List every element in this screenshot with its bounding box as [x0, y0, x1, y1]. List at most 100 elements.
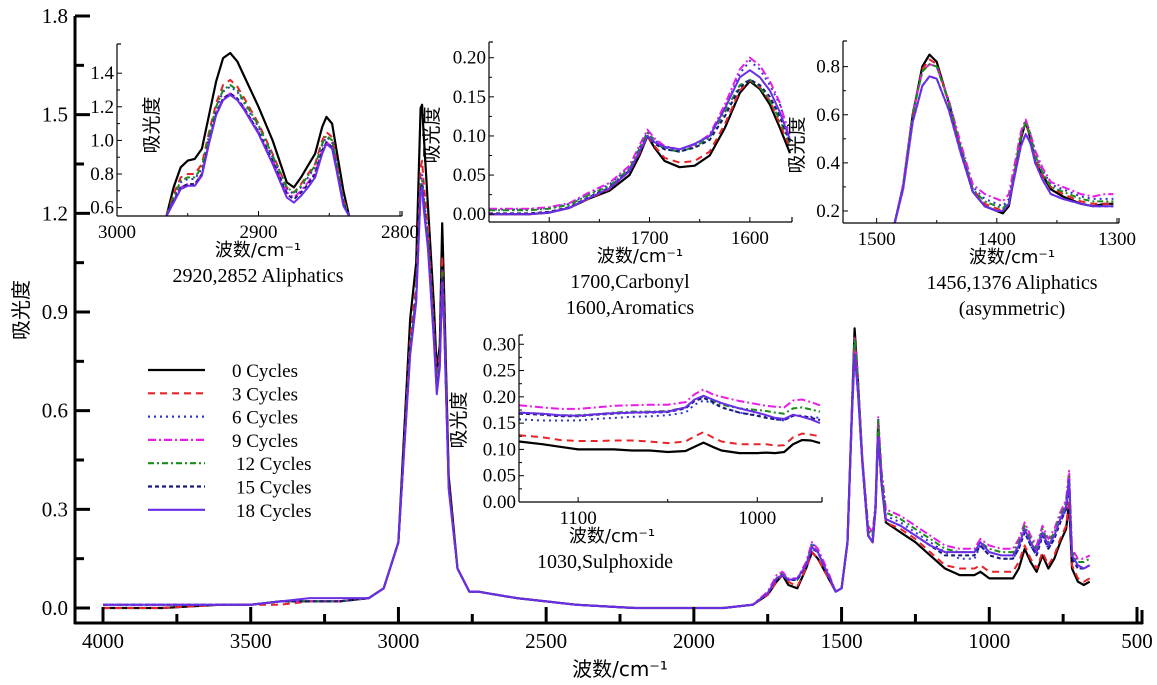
legend-item: 15 Cycles — [148, 478, 311, 499]
legend-label: 15 Cycles — [236, 478, 311, 499]
inset-x-tick-label: 1600 — [731, 228, 769, 249]
inset-x-axis-label: 波数/cm⁻¹ — [969, 247, 1055, 268]
legend-item: 9 Cycles — [148, 431, 298, 452]
series-line-0-cycles — [103, 103, 1091, 610]
y-tick-label: 0.6 — [42, 399, 68, 423]
legend-label: 12 Cycles — [236, 454, 311, 475]
inset-y-tick-label: 0.6 — [816, 105, 840, 126]
legend-item: 6 Cycles — [148, 408, 298, 429]
inset-y-tick-label: 0.4 — [816, 153, 840, 174]
inset-y-tick-label: 0.05 — [483, 466, 516, 487]
main-plot: 0.0 0.3 0.6 0.9 1.2 1.5 1.8 4000 3500 3000 2500 200… — [9, 4, 1153, 681]
inset-x-tick-label: 1000 — [738, 508, 776, 529]
x-tick-label: 2000 — [673, 629, 715, 653]
inset-x-axis-label: 波数/cm⁻¹ — [569, 526, 655, 547]
y-axis-label: 吸光度 — [9, 280, 33, 340]
inset-x-tick-label: 1100 — [559, 508, 596, 529]
inset-y-tick-label: 0.00 — [483, 492, 516, 513]
y-tick-label: 0.9 — [42, 300, 68, 324]
legend-item: 3 Cycles — [148, 384, 298, 405]
inset-y-tick-label: 1.4 — [90, 63, 114, 84]
inset-y-tick-label: 0.8 — [90, 164, 114, 185]
inset-sulphoxide-plot: 0.00 0.05 0.10 0.15 0.20 0.25 0.30 1100 1000 吸光度波… — [448, 333, 824, 573]
inset-y-axis-label: 吸光度 — [786, 116, 808, 173]
inset-y-tick-label: 0.25 — [483, 361, 516, 382]
series-line-18-cycles — [165, 94, 350, 216]
inset-x-axis-label: 波数/cm⁻¹ — [597, 246, 683, 267]
inset-x-tick-label: 1500 — [858, 229, 896, 250]
inset-y-tick-label: 0.20 — [483, 387, 516, 408]
inset-x-tick-label: 1700 — [631, 228, 669, 249]
inset-y-tick-label: 0.15 — [483, 413, 516, 434]
x-tick-label: 3000 — [377, 629, 419, 653]
inset-x-tick-label: 2900 — [240, 222, 278, 243]
inset-y-tick-label: 0.30 — [483, 334, 516, 355]
series-line-3-cycles — [893, 58, 1114, 223]
inset-x-tick-label: 2800 — [381, 222, 419, 243]
series-line-12-cycles — [165, 84, 351, 216]
x-tick-label: 1000 — [968, 629, 1010, 653]
inset-x-tick-label: 1800 — [530, 228, 568, 249]
legend-label: 0 Cycles — [232, 361, 298, 382]
inset-y-tick-label: 0.15 — [453, 87, 486, 108]
y-tick-label: 1.8 — [42, 4, 68, 28]
series-line-0-cycles — [519, 438, 821, 455]
series-line-6-cycles — [893, 63, 1114, 223]
inset-x-axis-label: 波数/cm⁻¹ — [215, 240, 301, 261]
inset-title: 1700,Carbonyl — [570, 271, 690, 293]
inset-x-tick-label: 1400 — [978, 229, 1016, 250]
x-axis-label: 波数/cm⁻¹ — [572, 657, 668, 681]
series-line-9-cycles — [519, 388, 821, 410]
legend-label: 18 Cycles — [236, 501, 311, 522]
series-line-18-cycles — [893, 75, 1114, 223]
series-line-18-cycles — [103, 186, 1091, 609]
inset-carbonyl-plot: 0.00 0.05 0.10 0.15 0.20 1800 1700 1600 吸光度波数/cm… — [421, 40, 794, 319]
series-line-3-cycles — [103, 159, 1091, 609]
x-tick-label: 4000 — [82, 629, 124, 653]
inset-background — [487, 40, 794, 224]
series-line-18-cycles — [519, 394, 821, 425]
inset-y-tick-label: 0.8 — [816, 57, 840, 78]
legend-item: 12 Cycles — [148, 454, 311, 475]
inset-y-tick-label: 0.2 — [816, 201, 840, 222]
x-tick-label: 1500 — [821, 629, 863, 653]
inset-y-tick-label: 1.2 — [90, 97, 114, 118]
inset-title: 1030,Sulphoxide — [537, 551, 673, 573]
legend-item: 0 Cycles — [148, 361, 298, 382]
legend-item: 18 Cycles — [148, 501, 311, 522]
y-tick-label: 0.0 — [42, 596, 68, 620]
legend-label: 3 Cycles — [232, 384, 298, 405]
inset-title: 2920,2852 Aliphatics — [172, 265, 343, 287]
x-tick-label: 2500 — [525, 629, 567, 653]
inset-y-tick-label: 1.0 — [90, 130, 114, 151]
inset-title: (asymmetric) — [959, 298, 1066, 320]
x-tick-label: 500 — [1121, 629, 1153, 653]
inset-y-tick-label: 0.10 — [453, 126, 486, 147]
inset-y-tick-label: 0.00 — [453, 204, 486, 225]
inset-x-tick-label: 1300 — [1098, 229, 1136, 250]
series-line-0-cycles — [893, 53, 1114, 223]
y-tick-label: 0.3 — [42, 497, 68, 521]
inset-y-tick-label: 0.6 — [90, 198, 114, 219]
inset-y-axis-label: 吸光度 — [141, 96, 163, 153]
series-line-18-cycles — [489, 69, 791, 216]
series-line-15-cycles — [489, 78, 791, 215]
inset-y-tick-label: 0.10 — [483, 439, 516, 460]
legend-label: 9 Cycles — [232, 431, 298, 452]
y-tick-label: 1.2 — [42, 201, 68, 225]
legend-label: 6 Cycles — [232, 408, 298, 429]
inset-y-tick-label: 0.05 — [453, 165, 486, 186]
inset-background — [841, 39, 1121, 225]
series-line-15-cycles — [165, 92, 351, 216]
x-tick-label: 3500 — [230, 629, 272, 653]
y-tick-label: 1.5 — [42, 103, 68, 127]
inset-y-axis-label: 吸光度 — [448, 391, 470, 448]
inset-y-tick-label: 0.20 — [453, 48, 486, 69]
series-line-0-cycles — [165, 51, 351, 216]
inset-title: 1456,1376 Aliphatics — [926, 272, 1097, 294]
inset-title: 1600,Aromatics — [566, 297, 695, 319]
